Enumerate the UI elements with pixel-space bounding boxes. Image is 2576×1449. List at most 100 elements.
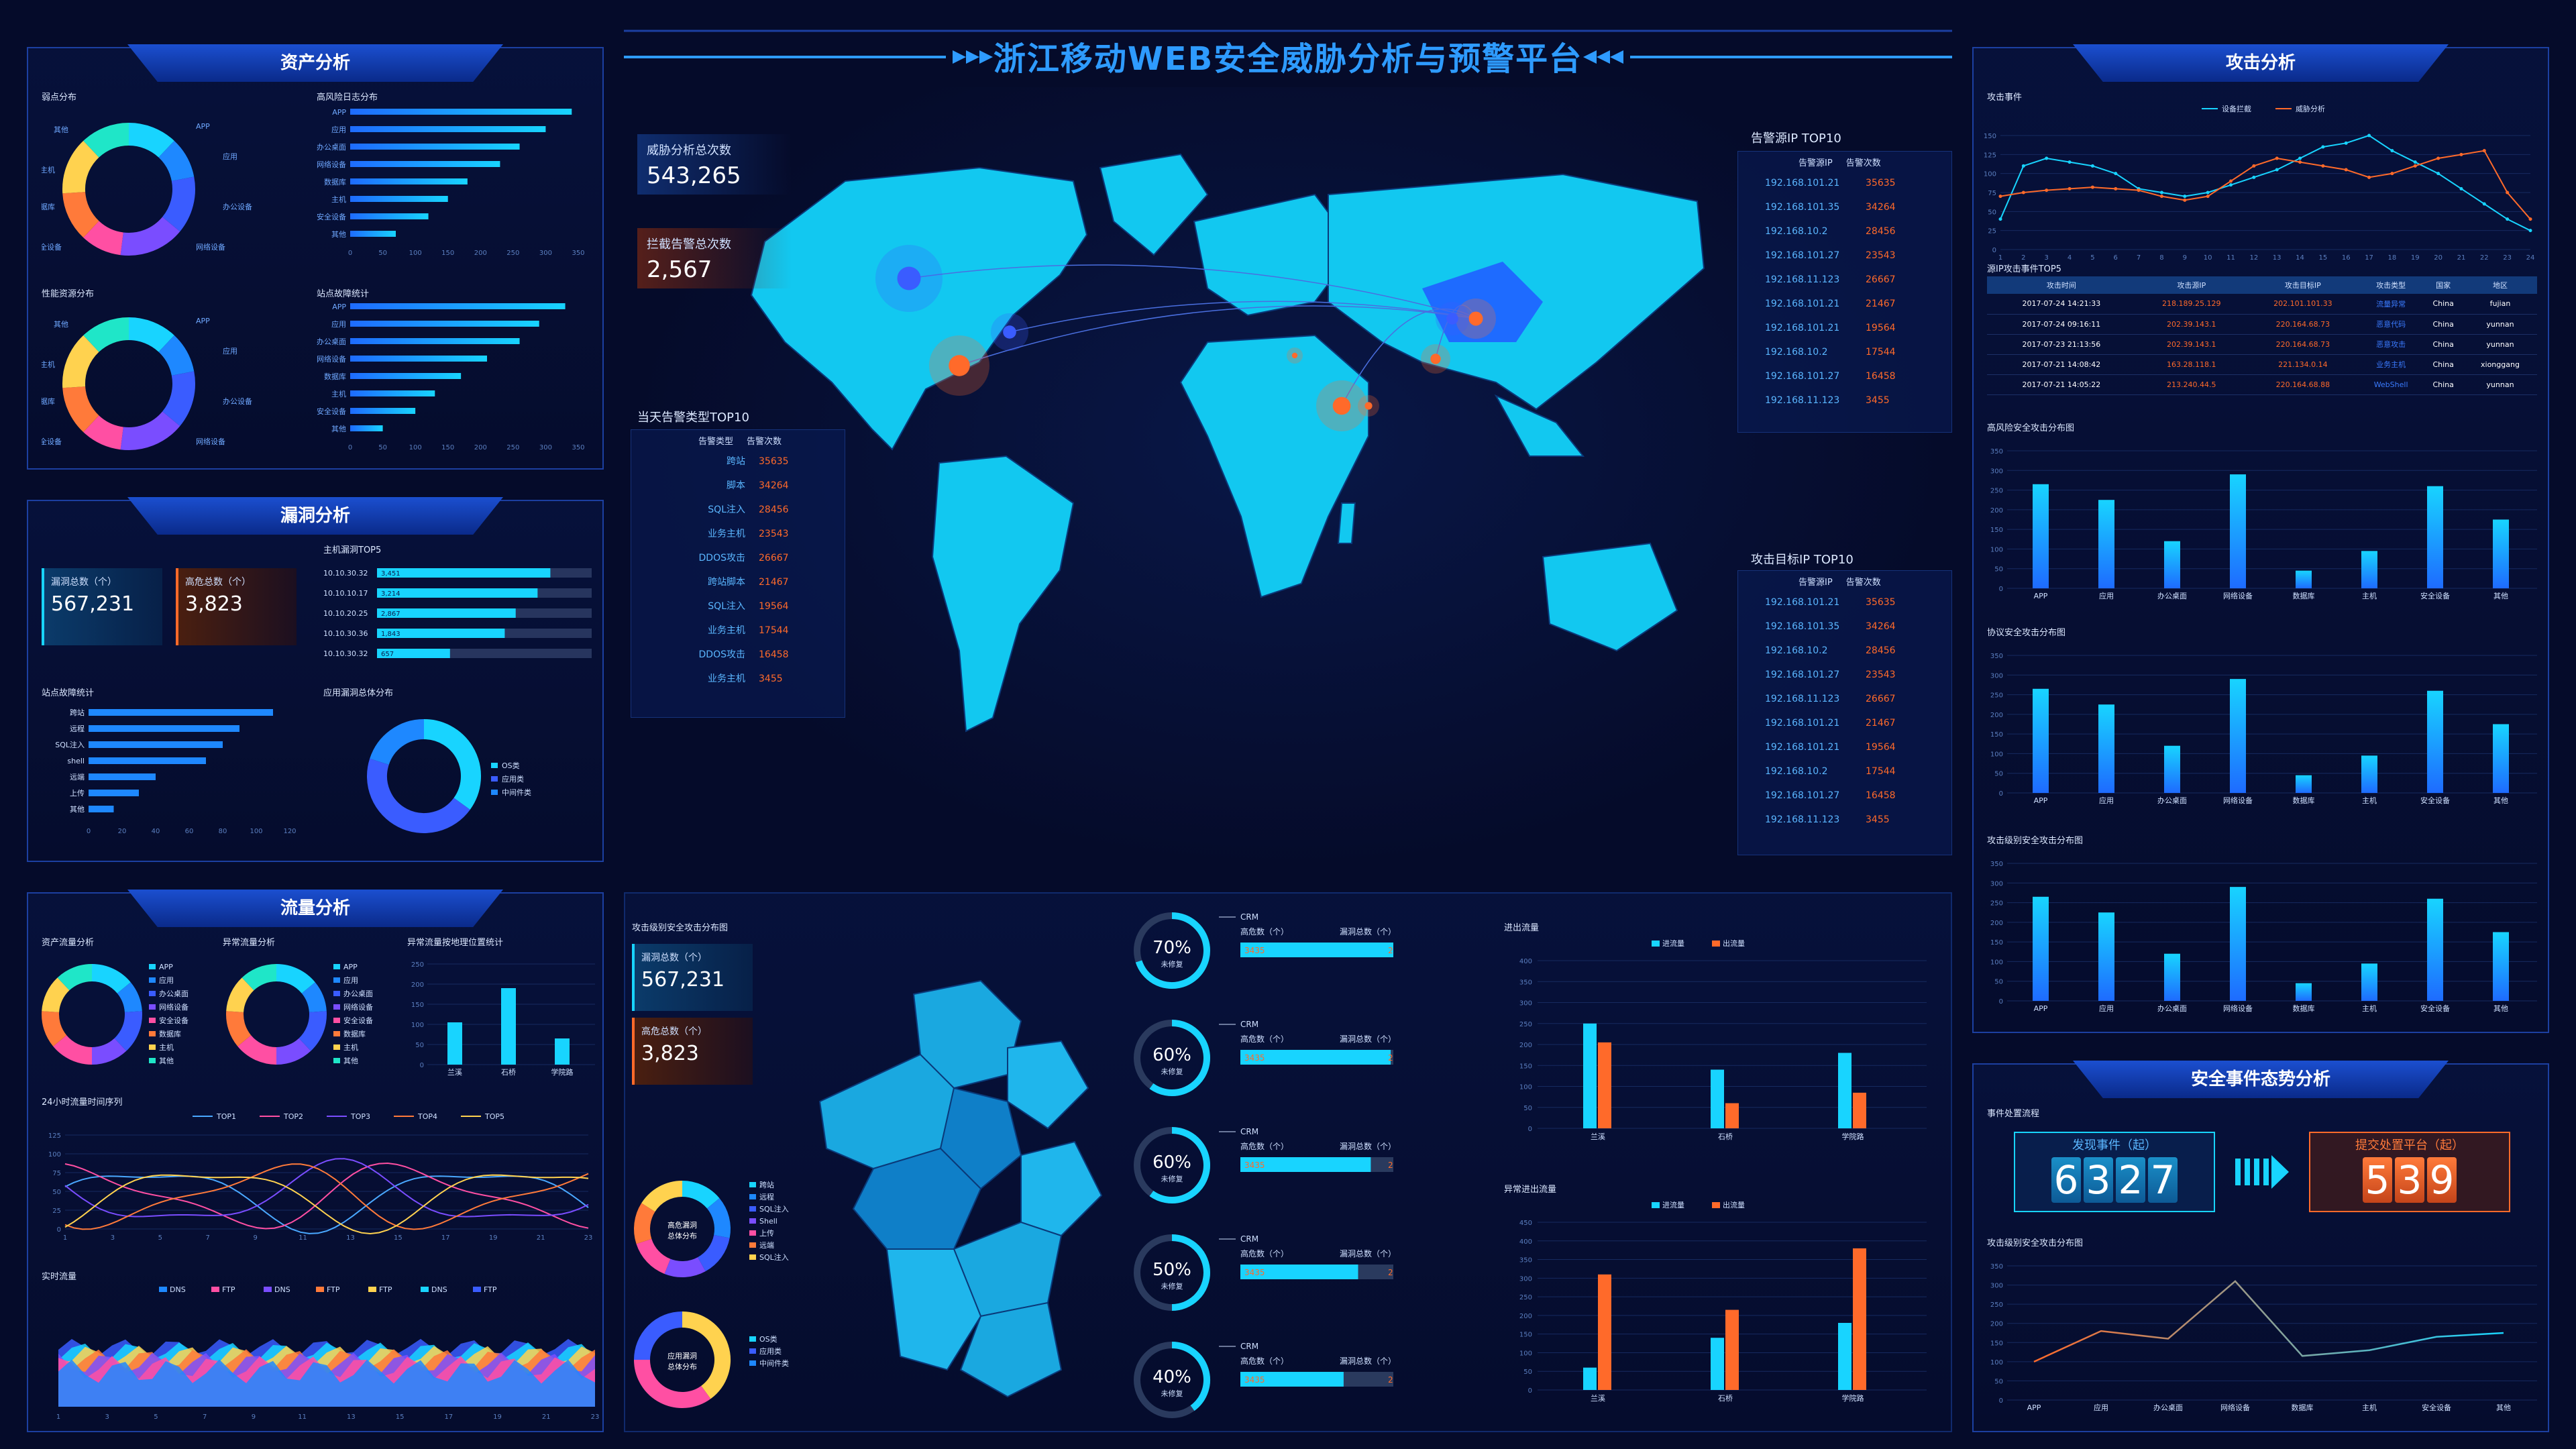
alert-type-row[interactable]: 跨站 35635 xyxy=(631,449,845,474)
top5-row[interactable]: 2017-07-21 14:05:22 213.240.44.5 220.164.6… xyxy=(1987,374,2537,394)
zj-region[interactable] xyxy=(1020,1140,1103,1237)
dst-ip-row[interactable]: 192.168.11.123 26667 xyxy=(1738,687,1951,711)
bar xyxy=(2493,724,2509,793)
map-marker[interactable] xyxy=(1291,352,1298,359)
dst-ip-row[interactable]: 192.168.101.35 34264 xyxy=(1738,614,1951,639)
src-ip-row[interactable]: 192.168.101.27 23543 xyxy=(1738,244,1951,268)
map-marker[interactable] xyxy=(1003,325,1016,339)
alert-type-row[interactable]: DDOS攻击 16458 xyxy=(631,643,845,667)
axis-tick: 100 xyxy=(1990,546,2003,553)
alert-type-row[interactable]: 脚本 34264 xyxy=(631,474,845,498)
map-marker[interactable] xyxy=(1430,354,1441,364)
alert-type-row[interactable]: 业务主机 23543 xyxy=(631,522,845,546)
axis-tick: 17 xyxy=(441,1234,450,1242)
legend-swatch xyxy=(333,991,340,996)
gauge-l2: 漏洞总数（个） xyxy=(1340,1141,1393,1151)
dst-ip-row[interactable]: 192.168.101.21 21467 xyxy=(1738,711,1951,735)
bar xyxy=(2296,775,2312,793)
map-region-africa[interactable] xyxy=(1179,334,1369,598)
bar-label: 办公桌面 xyxy=(317,337,346,346)
legend-label: 设备拦截 xyxy=(2222,104,2251,113)
map-region-north-america[interactable] xyxy=(750,166,1088,451)
legend-label: 进流量 xyxy=(1662,938,1684,948)
src-ip-row[interactable]: 192.168.11.123 26667 xyxy=(1738,268,1951,292)
alert-type-row[interactable]: 跨站脚本 21467 xyxy=(631,570,845,594)
map-marker[interactable] xyxy=(1468,311,1483,326)
src-ip-row[interactable]: 192.168.101.21 35635 xyxy=(1738,171,1951,195)
alert-type-row[interactable]: DDOS攻击 26667 xyxy=(631,546,845,570)
alert-type-row[interactable]: 业务主机 3455 xyxy=(631,667,845,691)
src-ip-row[interactable]: 192.168.10.2 28456 xyxy=(1738,219,1951,244)
zj-high-value: 3,823 xyxy=(641,1042,699,1065)
dst-ip-row[interactable]: 192.168.101.27 16458 xyxy=(1738,784,1951,808)
dst-ip-key: 192.168.11.123 xyxy=(1765,814,1840,825)
alert-type-title: 当天告警类型TOP10 xyxy=(637,411,749,425)
zj-region[interactable] xyxy=(885,1248,982,1371)
dst-ip-row[interactable]: 192.168.101.21 19564 xyxy=(1738,735,1951,759)
dst-ip-row[interactable]: 192.168.101.27 23543 xyxy=(1738,663,1951,687)
map-region-madagascar[interactable] xyxy=(1337,502,1356,544)
donut-label: 数据库 xyxy=(42,396,55,406)
top5-row[interactable]: 2017-07-24 14:21:33 218.189.25.129 202.101… xyxy=(1987,294,2537,314)
counter-digit: 5 xyxy=(2363,1157,2392,1203)
bar xyxy=(2361,963,2377,1001)
alert-type-row[interactable]: 业务主机 17544 xyxy=(631,619,845,643)
top5-row[interactable]: 2017-07-23 21:13:56 202.39.143.1 220.164.6… xyxy=(1987,334,2537,354)
src-ip-row[interactable]: 192.168.11.123 3455 xyxy=(1738,388,1951,413)
top5-row[interactable]: 2017-07-24 09:16:11 202.39.143.1 220.164.6… xyxy=(1987,314,2537,334)
zhejiang-map[interactable] xyxy=(780,967,1128,1424)
zj-region[interactable] xyxy=(939,1087,1022,1190)
bar xyxy=(2427,486,2443,588)
src-ip-row[interactable]: 192.168.101.21 21467 xyxy=(1738,292,1951,316)
map-marker[interactable] xyxy=(897,266,921,290)
top5-cell: 业务主机 xyxy=(2376,360,2406,369)
top5-cell: China xyxy=(2432,319,2454,329)
zj-region[interactable] xyxy=(1007,1040,1089,1130)
alert-type-key: 业务主机 xyxy=(708,625,745,636)
axis-tick: 120 xyxy=(283,828,296,835)
world-map[interactable] xyxy=(724,141,1731,812)
zj-region[interactable] xyxy=(959,1301,1063,1398)
counter-digit: 9 xyxy=(2427,1157,2457,1203)
map-marker[interactable] xyxy=(1332,396,1351,415)
alert-type-key: SQL注入 xyxy=(708,504,745,515)
bar-category: 其他 xyxy=(2493,592,2508,600)
src-ip-row[interactable]: 192.168.101.21 19564 xyxy=(1738,316,1951,340)
bar-category: 网络设备 xyxy=(2223,1004,2253,1013)
map-region-southeast-asia[interactable] xyxy=(1494,394,1585,457)
map-marker[interactable] xyxy=(1364,402,1373,410)
axis-tick: 100 xyxy=(1519,1350,1532,1357)
map-marker[interactable] xyxy=(1446,313,1458,325)
legend-label: 威胁分析 xyxy=(2296,104,2325,113)
map-region-south-america[interactable] xyxy=(931,455,1075,733)
map-region-greenland[interactable] xyxy=(1099,153,1209,256)
alert-type-row[interactable]: SQL注入 28456 xyxy=(631,498,845,522)
axis-category: 办公桌面 xyxy=(2153,1403,2183,1412)
dst-ip-row[interactable]: 192.168.101.21 35635 xyxy=(1738,590,1951,614)
src-ip-row[interactable]: 192.168.101.27 16458 xyxy=(1738,364,1951,388)
axis-tick: 17 xyxy=(2365,254,2373,262)
gauge-name: CRM xyxy=(1240,912,1258,922)
axis-category: 主机 xyxy=(2362,1403,2377,1412)
weak-donut-slice xyxy=(158,140,195,182)
abn-geo-bar-chart: 0 50 100 150 200 250 兰溪 石桥 学院路 xyxy=(411,961,595,1077)
bar-label: 办公桌面 xyxy=(317,143,346,152)
series-line xyxy=(64,1158,589,1218)
map-region-australia[interactable] xyxy=(1542,542,1678,652)
src-ip-row[interactable]: 192.168.101.35 34264 xyxy=(1738,195,1951,219)
top5-row[interactable]: 2017-07-21 14:08:42 163.28.118.1 221.134.0… xyxy=(1987,354,2537,374)
attack-panel: 攻击分析 攻击事件 设备拦截 威胁分析 0 25 50 75 100 125 150 1 2 3 4 5 6… xyxy=(1972,44,2549,1033)
dst-ip-row[interactable]: 192.168.10.2 28456 xyxy=(1738,639,1951,663)
src-ip-row[interactable]: 192.168.10.2 17544 xyxy=(1738,340,1951,364)
axis-tick: 0 xyxy=(1999,586,2003,593)
dst-ip-row[interactable]: 192.168.10.2 17544 xyxy=(1738,759,1951,784)
legend-label: APP xyxy=(343,963,358,971)
zj-total-card: 漏洞总数（个） 567,231 xyxy=(632,944,753,1011)
alert-type-row[interactable]: SQL注入 19564 xyxy=(631,594,845,619)
dst-ip-row[interactable]: 192.168.11.123 3455 xyxy=(1738,808,1951,832)
top5-cell: xionggang xyxy=(2481,360,2520,369)
bar xyxy=(350,161,500,167)
bar xyxy=(2230,887,2246,1001)
map-marker[interactable] xyxy=(949,355,970,376)
